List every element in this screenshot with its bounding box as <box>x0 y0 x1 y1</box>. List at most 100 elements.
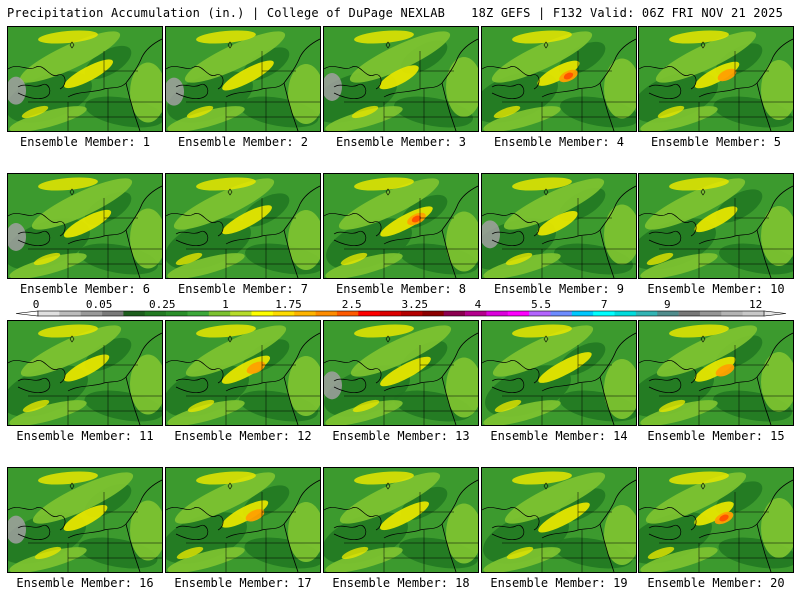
legend-tick-label: 12 <box>749 298 763 311</box>
legend-swatch <box>59 311 82 316</box>
ensemble-panel <box>323 320 479 426</box>
legend-swatch <box>230 311 252 316</box>
legend-tick-label: 9 <box>663 298 671 311</box>
member-label: Ensemble Member: 19 <box>490 576 628 590</box>
legend-swatch <box>507 311 530 316</box>
legend-swatch <box>742 311 765 316</box>
legend-tick-label: 2.5 <box>341 298 362 311</box>
ensemble-panel <box>481 320 637 426</box>
legend-tick-label: 7 <box>600 298 608 311</box>
ensemble-panel <box>323 467 479 573</box>
precip-map <box>482 321 636 425</box>
legend-swatch <box>166 311 188 316</box>
legend-swatch <box>486 311 509 316</box>
precip-map <box>8 174 162 278</box>
member-label: Ensemble Member: 10 <box>647 282 785 296</box>
legend-swatch <box>315 311 338 316</box>
legend-tick-label: 5.5 <box>531 298 551 311</box>
legend-swatch <box>294 311 316 316</box>
member-label: Ensemble Member: 15 <box>647 429 785 443</box>
precip-map <box>324 174 478 278</box>
precip-map <box>639 321 793 425</box>
precip-map <box>8 27 162 131</box>
ensemble-panel <box>165 320 321 426</box>
ensemble-panel <box>638 173 794 279</box>
legend-tick-label: 1.75 <box>275 298 302 311</box>
legend-swatch <box>571 311 594 316</box>
ensemble-panel <box>7 173 163 279</box>
ensemble-panel <box>165 467 321 573</box>
precip-map <box>166 468 320 572</box>
precip-map <box>166 321 320 425</box>
member-label: Ensemble Member: 4 <box>493 135 625 149</box>
legend-swatch <box>614 311 637 316</box>
precip-map <box>639 468 793 572</box>
legend-tick-label: 0.05 <box>85 298 113 311</box>
legend-swatch <box>187 311 210 316</box>
ensemble-panel <box>481 26 637 132</box>
legend-tick-label: 3.25 <box>401 298 429 311</box>
ensemble-panel <box>165 26 321 132</box>
member-label: Ensemble Member: 17 <box>174 576 312 590</box>
legend-swatch <box>358 311 380 316</box>
ensemble-panel <box>481 467 637 573</box>
member-label: Ensemble Member: 6 <box>19 282 151 296</box>
precip-map <box>8 321 162 425</box>
ensemble-panel <box>638 320 794 426</box>
member-label: Ensemble Member: 16 <box>16 576 154 590</box>
legend-colorbar <box>15 310 787 317</box>
legend-swatch <box>251 311 274 316</box>
precip-map <box>482 174 636 278</box>
legend-swatch <box>336 311 359 316</box>
ensemble-panel <box>323 26 479 132</box>
legend-swatch <box>80 311 103 316</box>
member-label: Ensemble Member: 3 <box>335 135 467 149</box>
ensemble-panel <box>165 173 321 279</box>
precip-map <box>482 27 636 131</box>
run-info: 18Z GEFS | F132 Valid: 06Z FRI NOV 21 20… <box>471 6 783 20</box>
legend-swatch <box>379 311 402 316</box>
member-label: Ensemble Member: 8 <box>335 282 467 296</box>
ensemble-panel <box>7 320 163 426</box>
precip-map <box>324 321 478 425</box>
legend-swatch <box>657 311 679 316</box>
legend-arrow-right <box>763 310 787 317</box>
legend-swatch <box>678 311 701 316</box>
color-legend: 0 0.05 0.25 1 1.75 2.5 3.25 4 5.5 7 9 12 <box>0 298 800 320</box>
legend-swatch <box>102 311 124 316</box>
legend-swatch <box>272 311 295 316</box>
ensemble-panel <box>638 26 794 132</box>
member-label: Ensemble Member: 12 <box>174 429 312 443</box>
ensemble-panel <box>638 467 794 573</box>
member-label: Ensemble Member: 13 <box>332 429 470 443</box>
legend-swatch <box>465 311 487 316</box>
precip-map <box>166 27 320 131</box>
legend-swatch <box>699 311 722 316</box>
legend-swatch <box>635 311 658 316</box>
member-label: Ensemble Member: 18 <box>332 576 470 590</box>
legend-swatch <box>208 311 231 316</box>
member-label: Ensemble Member: 9 <box>493 282 625 296</box>
legend-arrow-left <box>15 310 39 317</box>
legend-tick-label: 1 <box>222 298 229 311</box>
member-label: Ensemble Member: 2 <box>177 135 309 149</box>
legend-swatch <box>422 311 445 316</box>
member-label: Ensemble Member: 14 <box>490 429 628 443</box>
ensemble-panel <box>7 26 163 132</box>
precip-map <box>482 468 636 572</box>
legend-swatch <box>529 311 551 316</box>
ensemble-panel <box>7 467 163 573</box>
legend-swatch <box>443 311 466 316</box>
precip-map <box>166 174 320 278</box>
page-title: Precipitation Accumulation (in.) | Colle… <box>7 6 446 20</box>
member-label: Ensemble Member: 1 <box>19 135 151 149</box>
precip-map <box>324 468 478 572</box>
ensemble-panel <box>481 173 637 279</box>
legend-tick-label: 4 <box>474 298 482 311</box>
legend-tick-label: 0.25 <box>149 298 176 311</box>
member-label: Ensemble Member: 5 <box>650 135 782 149</box>
member-label: Ensemble Member: 7 <box>177 282 309 296</box>
legend-swatch <box>593 311 615 316</box>
legend-swatch <box>721 311 743 316</box>
legend-swatch <box>144 311 167 316</box>
